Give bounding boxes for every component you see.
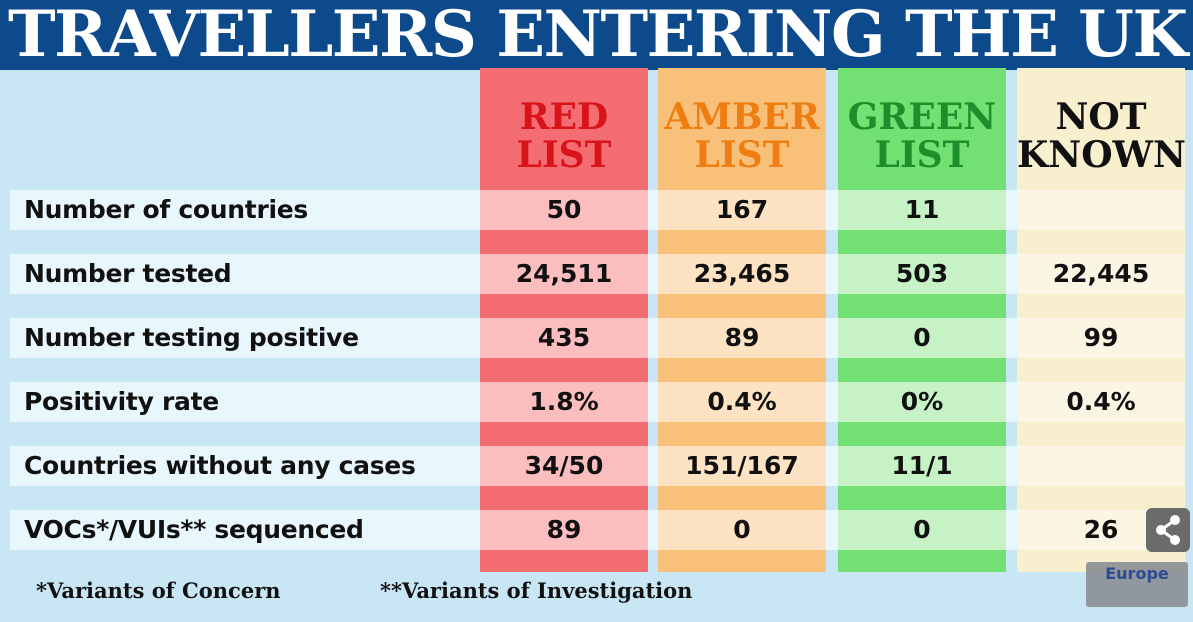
column-header: RED LIST xyxy=(480,98,648,174)
table-cell: 23,465 xyxy=(658,254,826,294)
column-header-line: AMBER xyxy=(664,96,820,138)
footnote-voc: *Variants of Concern xyxy=(36,578,281,603)
row-label: Number tested xyxy=(24,259,232,288)
column-header: AMBER LIST xyxy=(658,98,826,174)
footnote-vui: **Variants of Investigation xyxy=(380,578,693,603)
table-cell: 89 xyxy=(658,318,826,358)
table-cell: 435 xyxy=(480,318,648,358)
table-cell: 11 xyxy=(838,190,1006,230)
table-cell: 11/1 xyxy=(838,446,1006,486)
column-header-line: LIST xyxy=(874,134,970,176)
table-cell: 1.8% xyxy=(480,382,648,422)
table-cell: 22,445 xyxy=(1017,254,1185,294)
table-cell: 167 xyxy=(658,190,826,230)
row-label: VOCs*/VUIs** sequenced xyxy=(24,515,364,544)
page-title: TRAVELLERS ENTERING THE UK xyxy=(8,0,1188,72)
column-header: NOT KNOWN xyxy=(1017,96,1186,176)
row-label: Countries without any cases xyxy=(24,451,416,480)
column-header-line: LIST xyxy=(694,134,790,176)
table-cell xyxy=(1017,446,1185,486)
table-cell: 0% xyxy=(838,382,1006,422)
column-header: GREEN LIST xyxy=(838,98,1006,174)
table-cell: 0 xyxy=(838,510,1006,550)
column-header-line: RED xyxy=(519,96,609,138)
share-icon xyxy=(1156,515,1180,545)
table-cell: 503 xyxy=(838,254,1006,294)
table-cell: 0 xyxy=(658,510,826,550)
title-bar: TRAVELLERS ENTERING THE UK xyxy=(0,0,1193,72)
table-cell: 151/167 xyxy=(658,446,826,486)
table-cell: 34/50 xyxy=(480,446,648,486)
table-cell: 0.4% xyxy=(658,382,826,422)
table-cell: 24,511 xyxy=(480,254,648,294)
row-label: Number of countries xyxy=(24,195,308,224)
table-cell: 50 xyxy=(480,190,648,230)
table-cell: 0 xyxy=(838,318,1006,358)
share-button[interactable] xyxy=(1146,508,1190,552)
column-header-line: NOT xyxy=(1055,96,1147,138)
table-cell xyxy=(1017,190,1185,230)
table-cell: 89 xyxy=(480,510,648,550)
table-cell: 99 xyxy=(1017,318,1185,358)
column-header-line: KNOWN xyxy=(1017,134,1186,176)
column-header-line: LIST xyxy=(516,134,612,176)
watermark-logo: Europe xyxy=(1086,562,1188,607)
row-label: Number testing positive xyxy=(24,323,359,352)
table-cell: 0.4% xyxy=(1017,382,1185,422)
row-label: Positivity rate xyxy=(24,387,219,416)
column-header-line: GREEN xyxy=(847,96,997,138)
watermark-text: Europe xyxy=(1105,564,1169,583)
